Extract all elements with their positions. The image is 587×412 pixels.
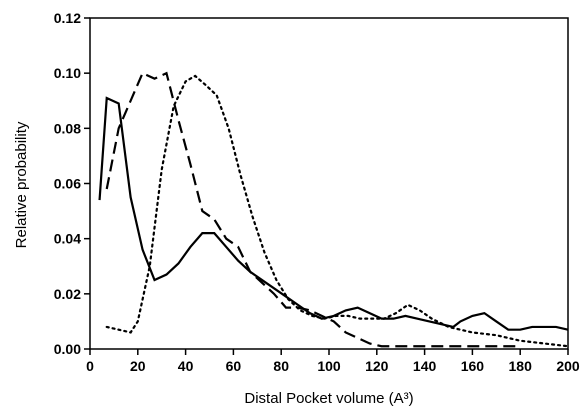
- x-axis-label: Distal Pocket volume (A³): [244, 390, 413, 407]
- x-tick-label: 120: [365, 358, 389, 374]
- x-tick-label: 100: [317, 358, 341, 374]
- x-tick-label: 80: [273, 358, 289, 374]
- x-tick-label: 20: [130, 358, 146, 374]
- x-tick-label: 0: [86, 358, 94, 374]
- y-tick-label: 0.04: [54, 231, 81, 247]
- x-tick-label: 160: [461, 358, 485, 374]
- y-tick-label: 0.06: [54, 176, 81, 192]
- y-tick-label: 0.02: [54, 286, 81, 302]
- series-line: [105, 74, 570, 348]
- x-tick-label: 200: [556, 358, 580, 374]
- y-tick-label: 0.10: [54, 65, 81, 81]
- y-axis-label: Relative probability: [13, 121, 30, 248]
- x-tick-label: 40: [178, 358, 194, 374]
- y-tick-label: 0.00: [54, 341, 81, 357]
- series-line: [105, 71, 521, 348]
- y-tick-label: 0.08: [54, 120, 81, 136]
- x-tick-label: 140: [413, 358, 437, 374]
- x-tick-label: 60: [226, 358, 242, 374]
- series-line: [98, 96, 569, 331]
- plot-frame: [89, 17, 569, 350]
- x-tick-label: 180: [509, 358, 533, 374]
- y-tick-label: 0.12: [54, 10, 81, 26]
